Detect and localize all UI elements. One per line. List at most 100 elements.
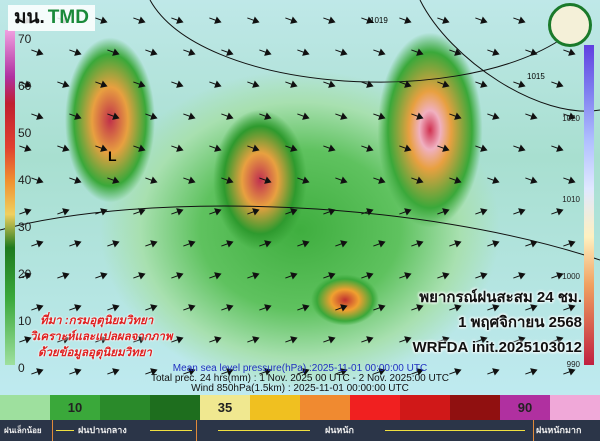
model-init: WRFDA init.2025103012 [412, 339, 582, 356]
rainfall-colorbar: 10 35 90 [0, 395, 600, 420]
wind-arrow-icon [259, 112, 272, 120]
wind-arrow-icon [563, 240, 576, 248]
wind-arrow-icon [475, 80, 488, 88]
wind-arrow-icon [323, 272, 336, 280]
wind-arrow-icon [259, 304, 272, 312]
wind-arrow-icon [563, 368, 576, 376]
wind-arrow-icon [19, 272, 32, 280]
wind-arrow-icon [133, 208, 146, 216]
wind-arrow-icon [183, 240, 196, 248]
legend-heavy: ฝนหนัก [325, 425, 354, 435]
wind-arrow-icon [69, 304, 82, 312]
wind-arrow-icon [513, 272, 526, 280]
colorbar-segment [400, 395, 450, 420]
wind-arrow-icon [95, 272, 108, 280]
precip-caption: Total prec. 24 hrs(mm) : 1 Nov. 2025 00 … [150, 373, 450, 384]
left-scale-tick: 50 [18, 126, 32, 140]
wind-arrow-icon [361, 272, 374, 280]
wind-arrow-icon [563, 112, 576, 120]
pressure-scale-tick: 1010 [562, 195, 580, 204]
left-scale-tick: 10 [18, 314, 32, 328]
wind-arrow-icon [107, 176, 120, 184]
left-scale-tick: 60 [18, 79, 32, 93]
wind-arrow-icon [171, 16, 184, 24]
wind-arrow-icon [31, 48, 44, 56]
wind-arrow-icon [209, 208, 222, 216]
wind-arrow-icon [335, 240, 348, 248]
pressure-caption: Mean sea level pressure(hPa) :2025-11-01… [172, 363, 428, 374]
wind-arrow-icon [107, 112, 120, 120]
wind-arrow-icon [19, 208, 32, 216]
wind-arrow-icon [171, 144, 184, 152]
source-line: ด้วยข้อมูลอุตุนิยมวิทยา [38, 347, 152, 359]
left-scale-bar [5, 30, 15, 365]
wind-arrow-icon [373, 48, 386, 56]
wind-arrow-icon [145, 368, 158, 376]
wind-arrow-icon [221, 48, 234, 56]
wind-arrow-icon [475, 208, 488, 216]
wind-arrow-icon [209, 144, 222, 152]
wind-arrow-icon [487, 368, 500, 376]
wind-arrow-icon [183, 304, 196, 312]
wind-arrow-icon [335, 112, 348, 120]
wind-arrow-icon [361, 336, 374, 344]
wind-arrow-icon [513, 16, 526, 24]
wind-arrow-icon [437, 80, 450, 88]
left-scale-tick: 0 [18, 361, 25, 375]
wind-arrow-icon [145, 176, 158, 184]
wind-arrow-icon [411, 304, 424, 312]
legend-very-heavy: ฝนหนักมาก [536, 425, 582, 435]
wind-arrow-icon [259, 48, 272, 56]
ministry-seal [548, 3, 592, 47]
wind-arrow-icon [525, 176, 538, 184]
legend-light: ฝนเล็กน้อย [4, 426, 42, 435]
wind-arrow-icon [95, 144, 108, 152]
wind-arrow-icon [107, 304, 120, 312]
wind-arrow-icon [361, 80, 374, 88]
isobar [0, 205, 600, 261]
wind-arrow-icon [437, 208, 450, 216]
wind-arrow-icon [221, 368, 234, 376]
wind-arrow-icon [399, 80, 412, 88]
wind-arrow-icon [57, 272, 70, 280]
wind-arrow-icon [259, 368, 272, 376]
wind-arrow-icon [57, 336, 70, 344]
wind-arrow-icon [247, 272, 260, 280]
colorbar-segment [0, 395, 50, 420]
wind-arrow-icon [57, 208, 70, 216]
wind-arrow-icon [145, 304, 158, 312]
colorbar-segment [450, 395, 500, 420]
wind-arrow-icon [19, 336, 32, 344]
wind-arrow-icon [399, 144, 412, 152]
legend-moderate: ฝนปานกลาง [78, 425, 127, 435]
wind-arrow-icon [361, 144, 374, 152]
wind-arrow-icon [487, 112, 500, 120]
wind-arrow-icon [247, 16, 260, 24]
wind-arrow-icon [133, 144, 146, 152]
wind-arrow-icon [247, 144, 260, 152]
wind-arrow-icon [487, 48, 500, 56]
wind-arrow-icon [183, 368, 196, 376]
colorbar-segment [550, 395, 600, 420]
isobar-label: 1015 [527, 72, 545, 81]
wind-arrow-icon [373, 304, 386, 312]
wind-arrow-icon [373, 368, 386, 376]
wind-arrow-icon [361, 16, 374, 24]
wind-arrow-icon [297, 176, 310, 184]
wind-arrow-icon [95, 80, 108, 88]
wind-arrow-icon [285, 144, 298, 152]
wind-arrow-icon [297, 304, 310, 312]
wind-arrow-icon [171, 272, 184, 280]
wind-arrow-icon [107, 368, 120, 376]
colorbar-segment: 90 [500, 395, 550, 420]
wind-arrow-icon [323, 16, 336, 24]
forecast-title: พยากรณ์ฝนสะสม 24 ชม. [419, 289, 582, 306]
wind-arrow-icon [525, 240, 538, 248]
wind-arrow-icon [247, 208, 260, 216]
wind-arrow-icon [69, 176, 82, 184]
colorbar-segment: 35 [200, 395, 250, 420]
wind-arrow-icon [31, 112, 44, 120]
wind-arrow-icon [399, 336, 412, 344]
wind-arrow-icon [285, 16, 298, 24]
wind-arrow-icon [411, 368, 424, 376]
